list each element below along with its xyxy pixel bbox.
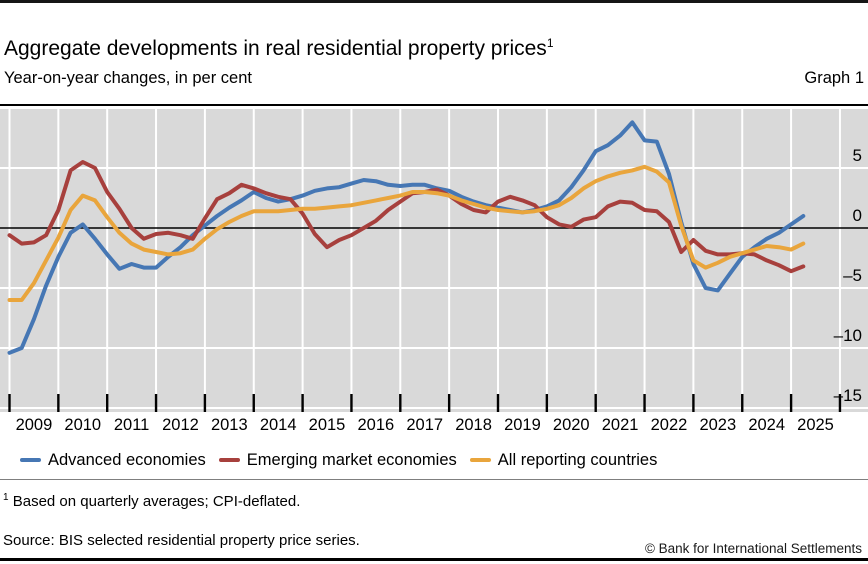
x-axis-label: 2014 xyxy=(259,416,297,434)
legend-swatch-icon xyxy=(218,457,240,463)
chart-canvas xyxy=(0,109,868,412)
chart-top-border xyxy=(0,104,868,106)
page-title: Aggregate developments in real residenti… xyxy=(4,35,844,62)
footnote: 1 Based on quarterly averages; CPI-defla… xyxy=(3,488,823,511)
legend-item: Advanced economies xyxy=(20,451,206,470)
footnote-marker: 1 xyxy=(3,492,9,503)
chart-subtitle: Year-on-year changes, in per cent xyxy=(4,69,252,87)
x-axis-label: 2016 xyxy=(357,416,395,434)
title-footnote-marker: 1 xyxy=(546,36,554,51)
footnote-text: Based on quarterly averages; CPI-deflate… xyxy=(12,493,301,510)
legend-item: Emerging market economies xyxy=(218,450,457,470)
x-axis-label: 2013 xyxy=(210,416,248,434)
copyright-notice: © Bank for International Settlements xyxy=(644,541,862,556)
x-axis-label: 2010 xyxy=(64,416,102,434)
series-line-emerging-market-economies xyxy=(7,160,806,274)
x-axis-label: 2017 xyxy=(406,416,444,434)
chart-plot-area: 5 0 –5 –10 –15 xyxy=(0,109,868,412)
x-axis-labels: 2009 2010 2011 2012 2013 2014 2015 2016 2017 2018… xyxy=(0,415,868,437)
legend-swatch-icon xyxy=(469,457,491,463)
legend-label: Advanced economies xyxy=(48,450,206,469)
page-title-text: Aggregate developments in real residenti… xyxy=(4,37,547,61)
footnote-separator-rule xyxy=(0,479,868,480)
y-axis-label: 5 xyxy=(852,146,862,165)
subtitle-row: Year-on-year changes, in per cent Graph … xyxy=(4,68,864,88)
chart-legend: Advanced economies Emerging market econom… xyxy=(20,449,670,471)
x-axis-label: 2020 xyxy=(552,416,590,434)
x-axis-label: 2022 xyxy=(650,416,688,434)
x-axis-label: 2021 xyxy=(601,416,639,434)
x-axis-label: 2011 xyxy=(113,416,150,434)
x-axis-label: 2009 xyxy=(15,416,53,434)
graph-number-label: Graph 1 xyxy=(804,69,864,87)
source-line: Source: BIS selected residential propert… xyxy=(3,532,360,549)
legend-label: Emerging market economies xyxy=(246,450,457,469)
x-axis-label: 2025 xyxy=(797,416,834,434)
x-axis-label: 2015 xyxy=(308,416,346,434)
legend-item: All reporting countries xyxy=(469,450,658,470)
y-axis-label: –15 xyxy=(833,386,862,405)
y-axis-label: 0 xyxy=(852,206,862,225)
y-axis-label: –10 xyxy=(833,326,862,345)
x-axis-label: 2018 xyxy=(455,416,492,434)
page-bottom-rule xyxy=(0,558,868,561)
x-axis-label: 2019 xyxy=(504,416,541,434)
series-line-all-reporting-countries xyxy=(7,164,806,302)
page-top-rule xyxy=(0,0,868,3)
y-axis-label: –5 xyxy=(843,266,862,285)
x-axis-label: 2024 xyxy=(748,416,786,434)
legend-swatch-icon xyxy=(20,457,41,463)
legend-label: All reporting countries xyxy=(497,450,658,469)
x-axis-label: 2012 xyxy=(162,416,199,434)
x-axis-label: 2023 xyxy=(699,416,737,434)
series-line-advanced-economies xyxy=(7,120,806,355)
